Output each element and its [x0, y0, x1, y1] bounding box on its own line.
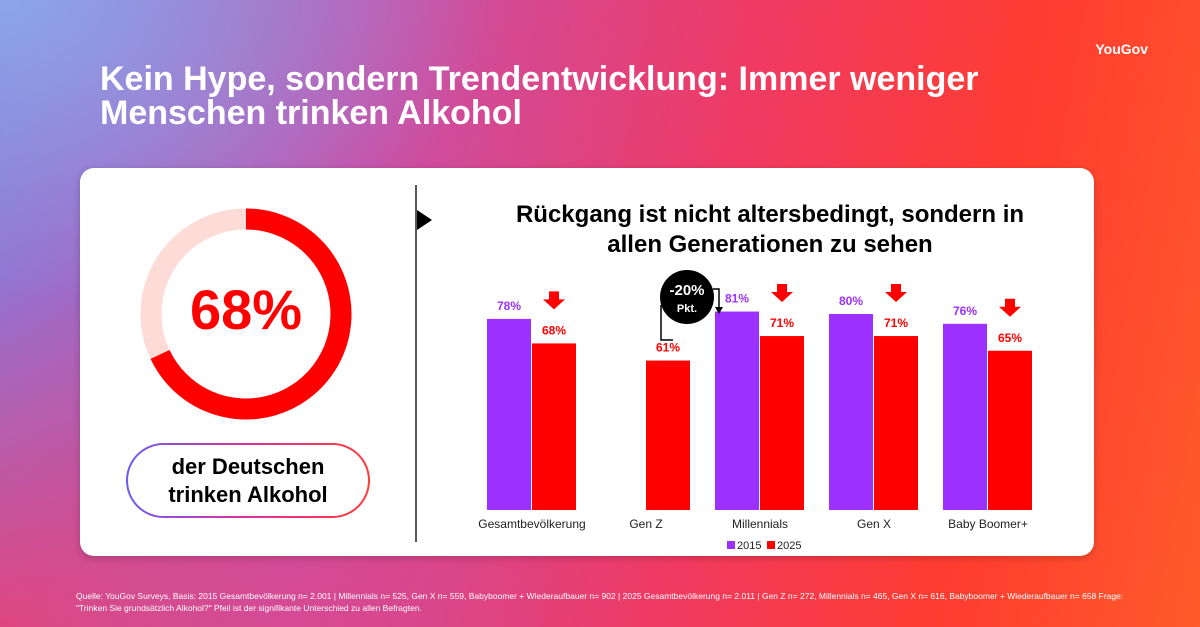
bar [646, 360, 690, 510]
caption-box: der Deutschen trinken Alkohol [126, 443, 370, 518]
significance-arrow [543, 291, 565, 310]
value-label: 71% [884, 316, 908, 330]
bar [760, 336, 804, 510]
legend-label: 2025 [777, 540, 801, 552]
annotation-line [713, 288, 720, 309]
x-tick-label: Gen Z [629, 517, 662, 531]
x-tick-label: Baby Boomer+ [948, 517, 1028, 531]
bar [532, 343, 576, 510]
pointer [417, 210, 432, 230]
value-label: 68% [542, 324, 566, 338]
value-label: 81% [725, 292, 749, 306]
significance-arrow [885, 284, 907, 303]
donut-caption: der Deutschen trinken Alkohol [128, 445, 368, 516]
x-tick-label: Gen X [857, 517, 891, 531]
annotation-arrowhead [715, 307, 723, 314]
page-title: Kein Hype, sondern Trendentwicklung: Imm… [100, 60, 979, 132]
value-label: 61% [656, 341, 680, 355]
annotation-line [660, 305, 673, 341]
value-label: 65% [998, 331, 1022, 345]
annotation-label: -20% [669, 282, 704, 299]
bar [943, 323, 987, 510]
logo: YouGov [1095, 41, 1148, 57]
value-label: 71% [770, 316, 794, 330]
bar [715, 311, 759, 510]
donut-label: 68% [190, 278, 302, 341]
donut-segment [150, 208, 352, 420]
legend-label: 2015 [737, 540, 761, 552]
bar [874, 336, 918, 510]
bar [829, 314, 873, 510]
significance-arrow [999, 298, 1021, 317]
annotation-sublabel: Pkt. [677, 303, 697, 315]
bar [988, 350, 1032, 510]
bar [487, 318, 531, 510]
legend-swatch [727, 541, 735, 549]
value-label: 80% [839, 294, 863, 308]
source-note: Quelle: YouGov Surveys, Basis: 2015 Gesa… [76, 591, 1124, 613]
chart-title: Rückgang ist nicht altersbedingt, sonder… [515, 201, 1025, 258]
value-label: 78% [497, 299, 521, 313]
annotation-bubble [660, 270, 714, 324]
value-label: 76% [953, 304, 977, 318]
legend-swatch [767, 541, 775, 549]
x-tick-label: Gesamtbevölkerung [478, 517, 585, 531]
significance-arrow [771, 284, 793, 303]
x-tick-label: Millennials [732, 517, 788, 531]
